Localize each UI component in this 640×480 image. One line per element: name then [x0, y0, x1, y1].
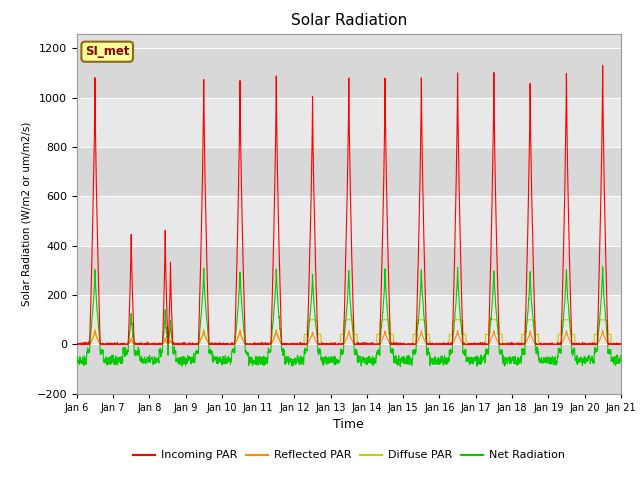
Net Radiation — [73, 360, 81, 366]
Legend: Incoming PAR, Reflected PAR, Diffuse PAR, Net Radiation: Incoming PAR, Reflected PAR, Diffuse PAR… — [129, 446, 569, 465]
Net Radiation — [617, 353, 625, 359]
Reflected PAR — [225, 341, 232, 347]
Diffuse PAR — [376, 318, 384, 324]
Reflected PAR — [73, 341, 81, 347]
Diffuse PAR — [617, 341, 625, 347]
Reflected PAR — [599, 327, 607, 333]
Reflected PAR — [568, 341, 576, 347]
Reflected PAR — [376, 341, 384, 347]
Bar — [77, 98, 621, 147]
Diffuse PAR — [225, 341, 232, 347]
Net Radiation — [599, 264, 607, 270]
Text: SI_met: SI_met — [85, 45, 129, 58]
Net Radiation — [507, 354, 515, 360]
Diffuse PAR — [507, 341, 515, 347]
Title: Solar Radiation: Solar Radiation — [291, 13, 407, 28]
Net Radiation — [584, 358, 591, 364]
Bar — [77, 344, 621, 394]
Y-axis label: Solar Radiation (W/m2 or um/m2/s): Solar Radiation (W/m2 or um/m2/s) — [21, 121, 31, 306]
Incoming PAR — [73, 341, 81, 347]
Net Radiation — [364, 358, 372, 363]
Incoming PAR — [569, 341, 577, 347]
Bar — [77, 147, 621, 196]
Net Radiation — [569, 353, 577, 359]
Bar — [77, 48, 621, 98]
Reflected PAR — [507, 341, 515, 347]
Diffuse PAR — [569, 332, 577, 337]
Incoming PAR — [225, 341, 232, 347]
Incoming PAR — [74, 341, 81, 347]
Incoming PAR — [507, 341, 515, 347]
Incoming PAR — [599, 62, 607, 68]
Line: Diffuse PAR: Diffuse PAR — [77, 320, 621, 344]
Net Radiation — [225, 357, 232, 363]
Diffuse PAR — [365, 341, 372, 347]
Reflected PAR — [617, 341, 625, 347]
X-axis label: Time: Time — [333, 418, 364, 431]
Bar — [77, 246, 621, 295]
Incoming PAR — [584, 341, 591, 347]
Bar — [77, 196, 621, 246]
Diffuse PAR — [584, 341, 591, 347]
Line: Reflected PAR: Reflected PAR — [77, 330, 621, 344]
Net Radiation — [376, 340, 384, 346]
Incoming PAR — [376, 323, 384, 329]
Reflected PAR — [584, 341, 591, 347]
Line: Net Radiation: Net Radiation — [77, 267, 621, 367]
Incoming PAR — [617, 341, 625, 347]
Bar — [77, 295, 621, 344]
Diffuse PAR — [73, 341, 81, 347]
Reflected PAR — [364, 341, 372, 347]
Line: Incoming PAR: Incoming PAR — [77, 65, 621, 344]
Net Radiation — [397, 364, 404, 370]
Incoming PAR — [365, 341, 372, 347]
Diffuse PAR — [308, 317, 316, 323]
